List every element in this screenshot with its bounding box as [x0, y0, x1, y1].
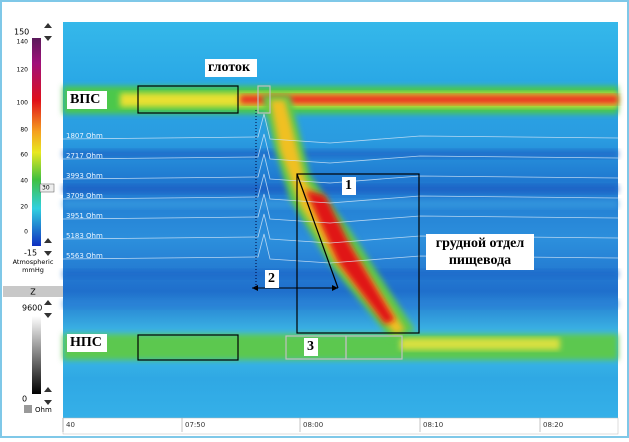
scale-tick: 40: [20, 178, 28, 185]
heatmap-band: [63, 150, 618, 158]
wave-red: [305, 190, 395, 324]
heatmap-band: [63, 200, 618, 208]
wave-yellow: [270, 100, 405, 334]
scale-tick: 0: [24, 229, 28, 236]
channel-label: 3993 Ohm: [66, 172, 103, 180]
thoracic-bg: [426, 234, 534, 270]
scale-tick: 60: [20, 152, 28, 159]
scale-arrow: [44, 23, 52, 41]
les-yellow: [400, 338, 560, 350]
scale-arrow: [44, 300, 52, 318]
scale-max: 150: [14, 28, 29, 37]
arrow-2-label: 2: [268, 271, 275, 286]
les-label-bg: [67, 334, 107, 352]
ues-label: ВПС: [70, 92, 100, 107]
impedance-trace: [62, 113, 619, 144]
scale-marker-box: [39, 183, 55, 193]
impedance-bar: [32, 316, 41, 394]
channel-label: 3709 Ohm: [66, 192, 103, 200]
thoracic-label: грудной отдел: [436, 236, 525, 251]
scale-min: -15: [24, 249, 37, 258]
time-label: 08:10: [423, 421, 443, 429]
scale-unit: mmHg: [22, 266, 44, 274]
ues-red: [240, 95, 618, 104]
impedance-unit: Ohm: [35, 406, 52, 414]
pharynx-label-bg: [205, 59, 257, 77]
impedance-trace: [62, 193, 619, 224]
annotation-box: [137, 85, 239, 114]
z-label: Z: [30, 288, 36, 297]
impedance-trace: [62, 213, 619, 244]
time-label: 08:20: [543, 421, 563, 429]
scale-marker: 30: [42, 185, 50, 192]
scale-tick: 140: [17, 39, 29, 46]
annotation-box: [257, 85, 271, 114]
channel-label: 5563 Ohm: [66, 252, 103, 260]
annotation-box: [137, 334, 239, 361]
time-label: 40: [66, 421, 75, 429]
scale-tick: 120: [17, 67, 29, 74]
annotation-box: [296, 173, 420, 334]
scale-arrow: [44, 238, 52, 256]
time-axis: [62, 417, 619, 435]
impedance-icon: [24, 405, 32, 413]
time-label: 08:00: [303, 421, 323, 429]
impedance-max: 9600: [22, 304, 42, 313]
scale-arrow: [44, 387, 52, 405]
pressure-bar: [32, 38, 41, 246]
ues-label-bg: [67, 91, 107, 109]
impedance-trace: [62, 153, 619, 184]
pharynx-label: глоток: [208, 60, 251, 75]
box-3-label-bg: [304, 338, 318, 356]
scale-tick: 100: [17, 100, 29, 107]
arrow-2-label-bg: [265, 270, 279, 288]
time-label: 07:50: [185, 421, 205, 429]
impedance-trace: [62, 133, 619, 164]
wave-green: [262, 95, 415, 340]
wave-slope: [296, 173, 339, 289]
channel-label: 5183 Ohm: [66, 232, 103, 240]
scale-tick: 80: [20, 127, 28, 134]
impedance-trace: [62, 233, 619, 264]
heatmap-band: [63, 185, 618, 193]
channel-label: 3951 Ohm: [66, 212, 103, 220]
box-3-label: 3: [307, 339, 314, 354]
thoracic-label: пищевода: [449, 253, 511, 268]
scale-tick: 20: [20, 204, 28, 211]
box-1-label: 1: [345, 178, 352, 193]
annotation-box: [345, 335, 403, 360]
les-label: НПС: [70, 335, 102, 350]
channel-label: 1807 Ohm: [66, 132, 103, 140]
impedance-trace: [62, 173, 619, 204]
channel-label: 2717 Ohm: [66, 152, 103, 160]
z-bar: [3, 286, 63, 297]
impedance-min: 0: [22, 395, 27, 404]
heatmap-band: [63, 300, 618, 308]
scale-unit: Atmospheric: [13, 258, 54, 266]
box-1-label-bg: [342, 177, 356, 195]
